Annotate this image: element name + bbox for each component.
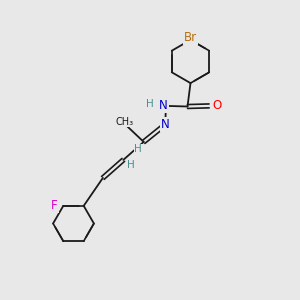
Text: CH₃: CH₃ bbox=[116, 116, 134, 127]
Text: O: O bbox=[212, 99, 221, 112]
Text: H: H bbox=[146, 99, 154, 109]
Text: N: N bbox=[161, 118, 170, 131]
Text: Br: Br bbox=[184, 31, 197, 44]
Text: H: H bbox=[134, 144, 142, 154]
Text: N: N bbox=[159, 99, 168, 112]
Text: F: F bbox=[51, 199, 58, 212]
Text: H: H bbox=[127, 160, 135, 170]
